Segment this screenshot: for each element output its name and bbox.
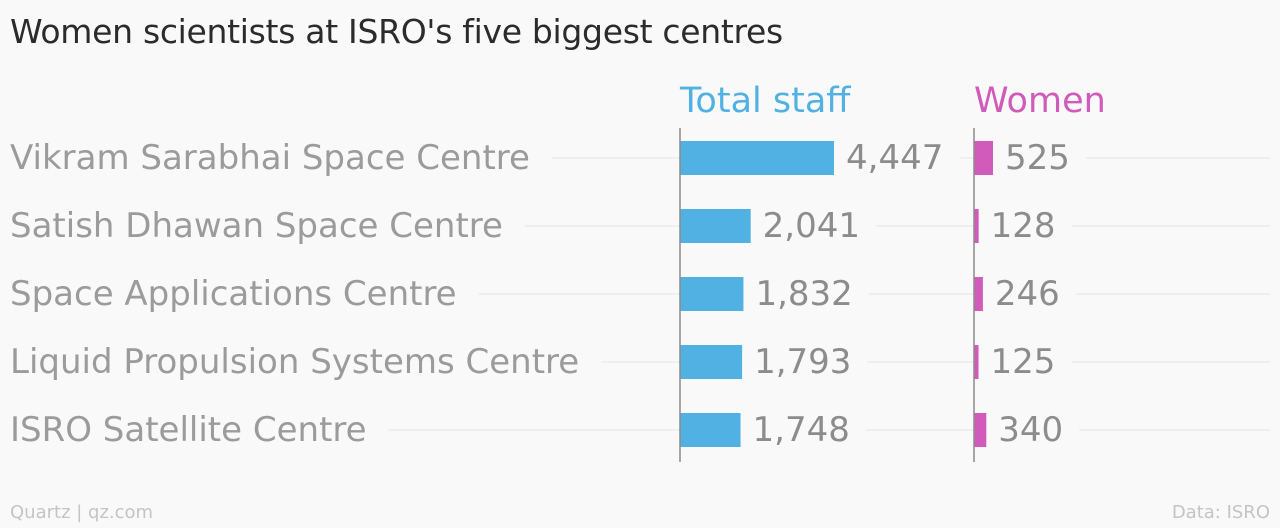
category-label: ISRO Satellite Centre xyxy=(10,410,367,450)
value-label-women: 246 xyxy=(995,274,1060,314)
series-header-total-staff: Total staff xyxy=(679,81,851,121)
value-label-women: 340 xyxy=(998,410,1063,450)
bar-total-staff xyxy=(680,277,744,311)
category-label: Vikram Sarabhai Space Centre xyxy=(10,138,530,178)
source-credit: Quartz | qz.com xyxy=(10,502,154,523)
bar-total-staff xyxy=(680,345,743,379)
bar-total-staff xyxy=(680,141,834,175)
value-label-total-staff: 2,041 xyxy=(763,206,860,246)
value-label-women: 525 xyxy=(1005,138,1070,178)
value-label-total-staff: 1,748 xyxy=(753,410,850,450)
bar-total-staff xyxy=(680,209,751,243)
value-label-women: 128 xyxy=(991,206,1056,246)
bar-women xyxy=(974,141,993,175)
bar-women xyxy=(974,277,983,311)
data-source: Data: ISRO xyxy=(1171,502,1270,523)
series-header-women: Women xyxy=(974,81,1106,121)
chart-title: Women scientists at ISRO's five biggest … xyxy=(10,12,783,51)
value-label-total-staff: 1,793 xyxy=(754,342,851,382)
bar-women xyxy=(974,345,979,379)
category-label: Space Applications Centre xyxy=(10,274,457,314)
category-label: Satish Dhawan Space Centre xyxy=(10,206,503,246)
bar-women xyxy=(974,209,979,243)
value-label-total-staff: 1,832 xyxy=(755,274,852,314)
value-label-total-staff: 4,447 xyxy=(846,138,943,178)
bar-total-staff xyxy=(680,413,741,447)
category-label: Liquid Propulsion Systems Centre xyxy=(10,342,579,382)
value-label-women: 125 xyxy=(991,342,1056,382)
bar-women xyxy=(974,413,987,447)
